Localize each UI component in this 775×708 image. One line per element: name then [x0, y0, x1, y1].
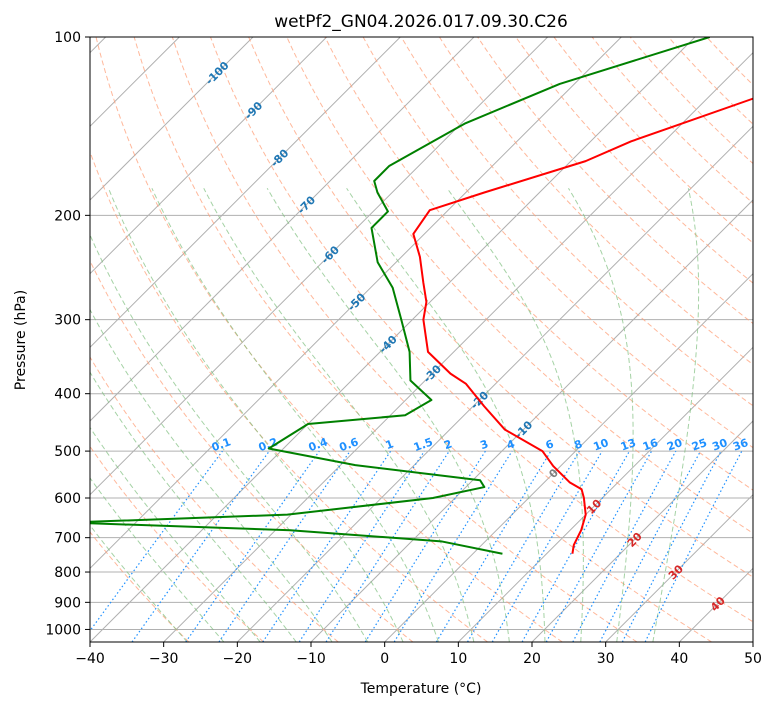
- y-tick-label: 700: [54, 531, 81, 547]
- moist-adiabat: [107, 188, 404, 642]
- mixing-ratio-line: [393, 450, 513, 642]
- x-axis-label: Temperature (°C): [360, 681, 482, 697]
- isotherm-line: [605, 493, 753, 642]
- mixing-ratio-label: 6: [544, 437, 556, 452]
- moist-adiabat: [151, 188, 439, 642]
- mixing-ratio-label: 1.5: [412, 435, 435, 454]
- isotherm-line: [163, 51, 753, 642]
- dewpoint-profile-line: [90, 37, 711, 555]
- y-tick-label: 200: [54, 208, 81, 224]
- moist-adiabat: [90, 233, 369, 642]
- dry-adiabat: [210, 37, 753, 623]
- moist-adiabat: [446, 187, 584, 642]
- axes: −40 −30 −20 −10 0 10 20 30 40 5010020030040050060…: [45, 30, 762, 667]
- isotherm-line: [384, 272, 753, 642]
- mixing-ratio-line: [572, 450, 677, 642]
- x-tick-label: −30: [149, 651, 179, 667]
- moist-adiabat: [90, 477, 225, 642]
- x-tick-label: −10: [296, 651, 326, 667]
- mixing-ratio-line: [298, 450, 425, 642]
- isotherm-line: [457, 346, 753, 642]
- moist-adiabat: [568, 187, 634, 642]
- mixing-ratio-label: 1: [384, 437, 396, 452]
- dry-adiabat: [90, 356, 339, 642]
- y-tick-label: 1000: [45, 622, 81, 638]
- moist-adiabat: [652, 188, 700, 642]
- moist-adiabat: [90, 371, 297, 642]
- mixing-ratio-label: 16: [641, 436, 660, 454]
- x-tick-label: −20: [223, 651, 253, 667]
- isotherm-line: [90, 37, 549, 496]
- mixing-ratio-label: 13: [619, 436, 638, 453]
- dry-adiabat: [95, 37, 563, 642]
- mixing-ratio-line: [185, 450, 320, 642]
- dry-adiabat: [171, 37, 712, 642]
- dry-adiabat: [324, 37, 753, 491]
- mixing-ratio-line: [262, 450, 392, 642]
- x-tick-label: 40: [670, 651, 688, 667]
- moist-adiabat: [90, 308, 333, 642]
- mixing-ratio-label: 10: [592, 436, 611, 454]
- isotherm-line: [90, 37, 254, 201]
- mixing-ratio-label: 8: [572, 437, 584, 452]
- y-axis-label: Pressure (hPa): [13, 290, 29, 390]
- mixing-ratio-line: [521, 450, 631, 642]
- x-tick-label: 10: [449, 651, 467, 667]
- mixing-ratio-line: [218, 450, 351, 642]
- isotherm-line: [90, 37, 401, 349]
- y-tick-label: 300: [54, 313, 81, 329]
- y-tick-label: 800: [54, 565, 81, 581]
- mixing-ratio-label: 36: [731, 436, 750, 454]
- moist-adiabat: [90, 426, 261, 642]
- temperature-profile-line: [412, 97, 753, 554]
- dry-adiabat: [90, 150, 488, 642]
- dry-adiabat: [248, 37, 753, 578]
- isotherm-line: [90, 37, 475, 422]
- x-tick-label: 20: [523, 651, 541, 667]
- mixing-ratio-label: 0.4: [307, 435, 330, 454]
- isotherm-line: [90, 37, 328, 275]
- dry-adiabat: [90, 531, 190, 642]
- x-tick-label: 30: [597, 651, 615, 667]
- mixing-ratio-label: 0.1: [210, 435, 233, 454]
- mixing-ratio-line: [90, 450, 223, 632]
- isotherm-line: [90, 37, 622, 570]
- isotherm-line: [90, 37, 696, 642]
- y-tick-label: 900: [54, 595, 81, 611]
- mixing-ratio-label: 2: [442, 437, 454, 452]
- moist-adiabat: [346, 187, 546, 642]
- mixing-ratio-line: [644, 450, 743, 642]
- isotherm-line: [236, 125, 753, 642]
- isotherm-line: [531, 420, 753, 642]
- y-tick-label: 400: [54, 387, 81, 403]
- y-tick-label: 500: [54, 444, 81, 460]
- mixing-ratio-label: 0.6: [338, 435, 361, 454]
- dry-adiabat: [133, 37, 638, 642]
- mixing-ratio-line: [545, 450, 653, 642]
- dry-adiabat: [400, 37, 753, 407]
- mixing-ratio-label: 20: [665, 436, 684, 454]
- mixing-ratio-label: 4: [505, 437, 517, 452]
- dry-adiabat: [515, 37, 753, 284]
- moist-adiabat: [90, 524, 188, 642]
- y-tick-label: 600: [54, 491, 81, 507]
- x-tick-label: 50: [744, 651, 762, 667]
- chart-title: wetPf2_GN04.2026.017.09.30.C26: [274, 12, 568, 32]
- x-tick-label: −40: [75, 651, 105, 667]
- mixing-ratio-line: [325, 450, 450, 642]
- moist-adiabat: [203, 188, 475, 642]
- dry-adiabat: [90, 445, 264, 642]
- dry-adiabat: [90, 259, 414, 642]
- moist-adiabat: [266, 187, 510, 642]
- mixing-ratio-label: 25: [690, 436, 709, 453]
- mixing-ratio-label: 30: [710, 436, 729, 454]
- mixing-ratio-line: [131, 450, 270, 642]
- mixing-ratio-label: 3: [478, 437, 490, 452]
- dry-adiabat: [439, 37, 753, 366]
- plot-frame: [89, 36, 754, 643]
- y-tick-label: 100: [54, 30, 81, 46]
- x-tick-label: 0: [380, 651, 389, 667]
